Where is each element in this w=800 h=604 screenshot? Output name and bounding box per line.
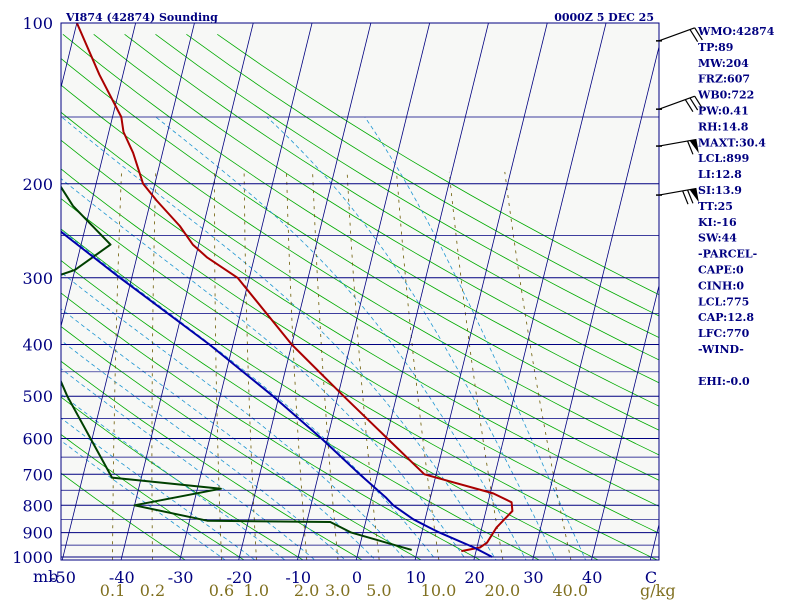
sounding-indices-panel: WMO:42874 TP:89 MW:204 FRZ:607 WB0:722 P… — [697, 25, 775, 388]
station-title: VI874 (42874) Sounding — [65, 11, 218, 24]
index-si: SI:13.9 — [698, 184, 742, 197]
index-tt: TT:25 — [698, 200, 733, 213]
index-parcel-lcl: LCL:775 — [698, 295, 749, 308]
mixing-ratio-tick-label: 5.0 — [366, 581, 391, 600]
index-li: LI:12.8 — [698, 168, 742, 181]
mixing-ratio-tick-label: 40.0 — [552, 581, 588, 600]
mixing-ratio-tick-label: 2.0 — [294, 581, 319, 600]
parcel-section-heading: -PARCEL- — [698, 248, 757, 261]
index-cape: CAPE:0 — [698, 264, 744, 277]
pressure-tick-label: 400 — [22, 336, 53, 355]
index-cinh: CINH:0 — [698, 279, 744, 292]
wind-barb — [656, 96, 702, 112]
wind-barb — [656, 28, 702, 42]
mixing-ratio-tick-label: 3.0 — [325, 581, 350, 600]
temperature-tick-label: 20 — [464, 568, 484, 587]
wind-section-heading: -WIND- — [698, 343, 744, 356]
temperature-tick-label: -50 — [50, 568, 76, 587]
pressure-tick-label: 800 — [22, 496, 53, 515]
index-pw: PW:0.41 — [698, 105, 749, 118]
mixing-ratio-tick-label: 1.0 — [244, 581, 269, 600]
index-tp: TP:89 — [698, 41, 733, 54]
pressure-tick-label: 700 — [22, 465, 53, 484]
index-rh: RH:14.8 — [698, 120, 749, 133]
index-wmo: WMO:42874 — [697, 25, 775, 38]
index-wb0: WB0:722 — [697, 89, 754, 102]
index-maxt: MAXT:30.4 — [698, 136, 766, 149]
pressure-tick-label: 900 — [22, 524, 53, 543]
pressure-axis-labels: 100 200 300 400 500 600 700 800 900 1000 — [12, 14, 53, 567]
pressure-tick-label: 200 — [22, 175, 53, 194]
mixing-ratio-tick-label: 20.0 — [485, 581, 521, 600]
index-ehi: EHI:-0.0 — [698, 375, 750, 388]
index-mw: MW:204 — [698, 57, 749, 70]
index-sw: SW:44 — [698, 232, 737, 245]
index-ki: KI:-16 — [698, 216, 737, 229]
wind-barbs — [656, 28, 702, 204]
pressure-tick-label: 300 — [22, 269, 53, 288]
pressure-tick-label: 1000 — [12, 548, 53, 567]
index-cap: CAP:12.8 — [698, 311, 754, 324]
wind-barb — [656, 139, 699, 154]
index-frz: FRZ:607 — [698, 73, 750, 86]
temperature-tick-label: -30 — [168, 568, 194, 587]
mixing-ratio-tick-label: 0.2 — [140, 581, 165, 600]
pressure-tick-label: 600 — [22, 430, 53, 449]
temperature-unit-label: C — [645, 568, 657, 587]
temperature-tick-label: 0 — [352, 568, 362, 587]
wind-barb — [656, 188, 699, 204]
pressure-tick-label: 500 — [22, 387, 53, 406]
mixing-ratio-tick-label: 0.1 — [100, 581, 125, 600]
index-lfc: LFC:770 — [698, 327, 750, 340]
mixing-ratio-tick-label: 0.6 — [209, 581, 234, 600]
pressure-tick-label: 100 — [22, 14, 53, 33]
index-lcl: LCL:899 — [698, 152, 749, 165]
temperature-tick-label: 30 — [523, 568, 543, 587]
valid-time: 0000Z 5 DEC 25 — [554, 11, 654, 24]
isotherm-line — [0, 0, 24, 579]
mixing-ratio-tick-label: 10.0 — [421, 581, 457, 600]
